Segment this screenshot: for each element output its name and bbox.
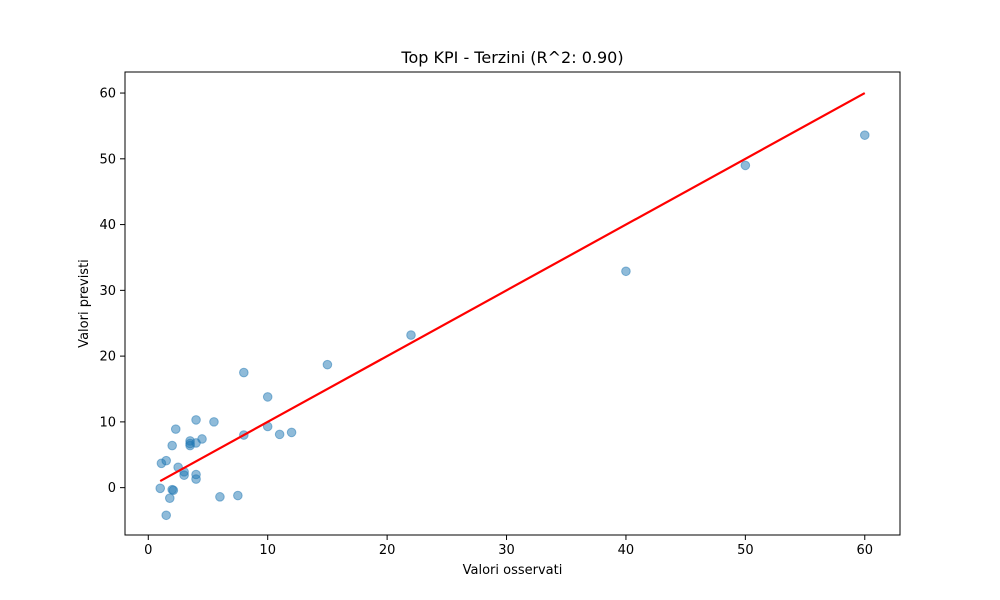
y-axis-ticks: 0 10 20 30 40 50 60 [99,87,125,496]
scatter-points [155,130,870,521]
data-point [197,434,207,444]
fit-line-layer [159,92,866,483]
data-point [179,470,189,480]
x-tick-label: 30 [498,543,515,558]
y-axis-label: Valori previsti [77,259,92,348]
x-tick-label: 40 [618,543,635,558]
data-point [233,490,243,501]
data-point [155,483,166,494]
data-point [161,455,171,466]
data-point [406,330,416,340]
data-point [167,440,177,451]
x-tick-label: 60 [856,543,873,558]
y-tick-label: 10 [99,415,116,430]
data-point [621,266,631,277]
data-point [262,392,273,402]
data-point [859,130,870,140]
chart-title: Top KPI - Terzini (R^2: 0.90) [400,48,623,67]
data-point [191,415,201,425]
data-point [740,160,751,171]
data-point [209,417,219,427]
data-point [322,359,333,370]
y-tick-label: 60 [99,87,116,102]
data-point [168,485,179,496]
data-point [274,429,285,440]
y-tick-label: 20 [99,350,116,365]
x-tick-label: 10 [259,543,276,558]
fit-line [159,92,866,483]
data-point [170,424,181,434]
x-tick-label: 50 [737,543,754,558]
data-point [164,493,175,503]
x-axis-label: Valori osservati [463,563,563,578]
data-point [239,367,249,378]
data-point [191,474,201,484]
y-tick-label: 0 [108,481,116,496]
plot-area-frame [124,71,901,536]
y-tick-label: 50 [99,152,116,167]
data-point [215,492,225,502]
y-tick-label: 30 [99,284,116,299]
x-axis-ticks: 0 10 20 30 40 50 60 [144,535,873,558]
data-point [286,427,297,438]
y-tick-label: 40 [99,218,116,233]
x-tick-label: 20 [379,543,396,558]
x-tick-label: 0 [144,543,152,558]
data-point [161,510,171,521]
